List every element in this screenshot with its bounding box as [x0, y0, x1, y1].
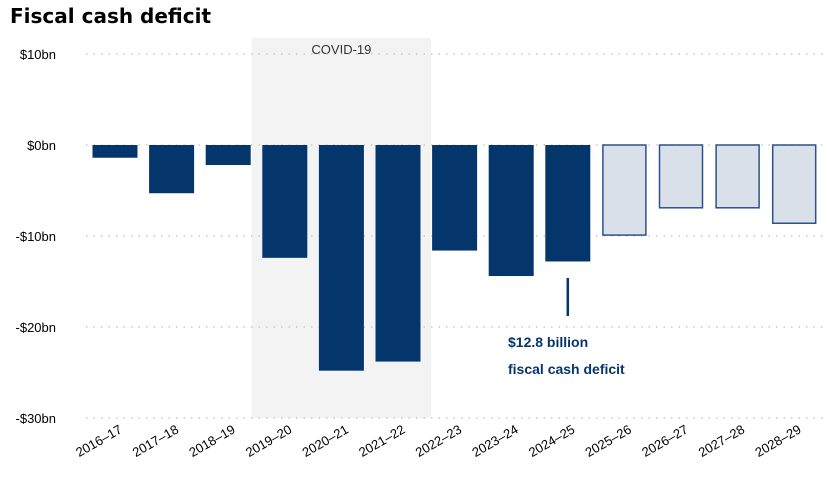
- x-tick-label: 2022–23: [413, 422, 464, 460]
- bar-2021–22: [375, 145, 421, 362]
- y-tick-label: -$20bn: [16, 320, 56, 335]
- bar-2016–17: [92, 145, 138, 158]
- bar-2025–26: [602, 144, 647, 236]
- x-tick-label: 2021–22: [356, 422, 407, 460]
- bar-2022–23: [432, 145, 478, 251]
- x-tick-label: 2019–20: [243, 422, 294, 460]
- bar-2017–18: [149, 145, 195, 194]
- bar-2027–28: [715, 144, 760, 209]
- y-tick-label: $0bn: [27, 138, 56, 153]
- x-tick-label: 2024–25: [526, 422, 577, 460]
- x-tick-label: 2025–26: [583, 422, 634, 460]
- bar-2020–21: [318, 145, 364, 371]
- bar-2026–27: [658, 144, 704, 209]
- x-tick-label: 2023–24: [469, 422, 520, 460]
- x-tick-label: 2027–28: [696, 422, 747, 460]
- y-tick-label: -$30bn: [16, 411, 56, 426]
- x-tick-label: 2016–17: [73, 422, 124, 460]
- x-tick-label: 2028–29: [752, 422, 803, 460]
- bar-2028–29: [771, 144, 817, 225]
- x-tick-label: 2020–21: [300, 422, 351, 460]
- annotation-line2: fiscal cash deficit: [508, 361, 625, 377]
- bar-2023–24: [488, 145, 534, 277]
- y-tick-label: -$10bn: [16, 229, 56, 244]
- x-tick-label: 2018–19: [186, 422, 237, 460]
- x-tick-label: 2026–27: [639, 422, 690, 460]
- y-tick-label: $10bn: [20, 47, 56, 62]
- annotation-line1: $12.8 billion: [508, 334, 588, 350]
- bar-2018–19: [205, 145, 251, 166]
- bar-2019–20: [262, 145, 308, 258]
- x-tick-label: 2017–18: [130, 422, 181, 460]
- bar-2024–25: [545, 145, 591, 262]
- chart-title: Fiscal cash deficit: [10, 4, 212, 28]
